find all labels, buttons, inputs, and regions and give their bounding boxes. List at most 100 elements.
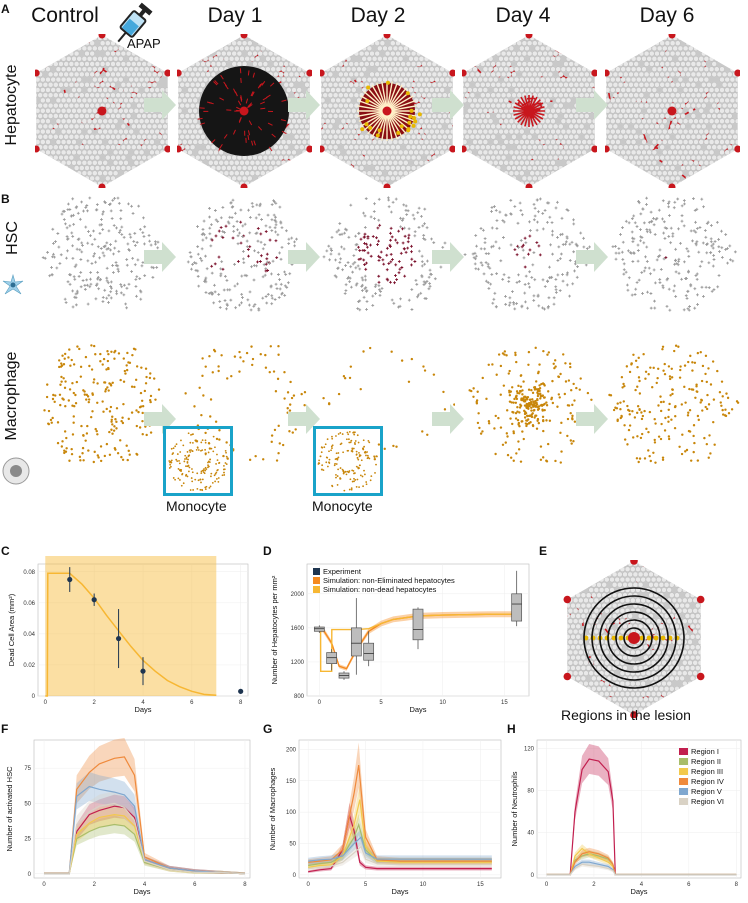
x-tick-label: 2 [92, 700, 96, 706]
transition-arrow [576, 90, 608, 120]
legend-swatch [679, 798, 688, 805]
y-tick-label: 800 [294, 694, 305, 700]
y-tick-label: 0 [32, 694, 36, 700]
portal-node [320, 145, 325, 153]
experiment-point [67, 576, 73, 583]
y-axis-label: Number of Neutrophils [510, 771, 519, 846]
x-tick-label: 8 [243, 882, 247, 888]
x-tick-label: 5 [364, 882, 368, 888]
region-line [546, 758, 737, 876]
y-tick-label: 1600 [291, 626, 305, 632]
region-ring [607, 611, 661, 665]
x-tick-label: 0 [307, 882, 311, 888]
panel-label-g: G [263, 722, 273, 736]
x-tick-label: 6 [687, 882, 691, 888]
transition-arrow [288, 242, 320, 272]
region-hexagon [563, 560, 705, 718]
region-band [44, 772, 245, 874]
hepatocyte-lobule-1 [177, 34, 312, 188]
monocyte-box-day1 [163, 426, 233, 496]
portal-node [449, 69, 455, 77]
y-tick-label: 0.06 [23, 601, 35, 607]
simulation-line [45, 572, 217, 697]
portal-node [734, 69, 740, 77]
x-tick-label: 5 [379, 700, 383, 706]
hsc-lobule-1 [186, 198, 306, 312]
region-ring [591, 595, 677, 681]
x-tick-label: 0 [318, 700, 322, 706]
monocyte-label-day2: Monocyte [312, 498, 373, 514]
legend-entry: Simulation: non-Eliminated hepatocytes [323, 576, 455, 585]
portal-node [164, 145, 170, 153]
portal-node [383, 183, 391, 188]
region-band [308, 840, 492, 871]
portal-node [383, 34, 391, 39]
box [412, 608, 424, 641]
portal-node [35, 145, 40, 153]
x-tick-label: 0 [42, 882, 46, 888]
monocyte-ring-day1 [168, 432, 229, 492]
transition-arrow [144, 242, 176, 272]
hepatocyte-lobule-0 [35, 34, 170, 188]
region-line [546, 863, 737, 876]
x-tick-label: 4 [143, 882, 147, 888]
experiment-point [91, 597, 97, 603]
column-header-day6: Day 6 [639, 4, 695, 27]
panel-label-h: H [507, 722, 516, 736]
macrophage-cell-icon [2, 457, 30, 485]
x-tick-label: 8 [239, 700, 243, 706]
x-axis-label: Days [630, 887, 647, 896]
y-tick-label: 120 [524, 746, 535, 752]
box [511, 593, 523, 622]
portal-node [525, 183, 533, 188]
y-tick-label: 40 [527, 831, 534, 837]
hsc-lobule-2 [322, 196, 451, 312]
y-tick-label: 80 [527, 789, 534, 795]
x-axis-label: Days [409, 705, 426, 714]
y-tick-label: 200 [286, 747, 297, 753]
column-header-day4: Day 4 [495, 4, 551, 27]
x-tick-label: 2 [93, 882, 97, 888]
hsc-lobule-0 [41, 196, 166, 310]
region-band [44, 815, 245, 874]
region-line [308, 845, 492, 870]
portal-node [696, 595, 705, 604]
chart-activated-hsc: 0 2 4 6 8 0 25 50 75 Days Number of activated HSC [5, 738, 251, 896]
x-tick-label: 15 [477, 882, 484, 888]
chart-hepatocytes-per-mm2: 0 5 10 15 800 1200 1600 2000 Days Number of Hepat… [270, 563, 530, 714]
hsc-lobule-3 [463, 197, 594, 311]
experiment-point [115, 635, 122, 642]
macrophage-lobule-2 [322, 346, 455, 461]
portal-node [320, 69, 325, 77]
x-tick-label: 4 [141, 700, 145, 706]
row-label-macrophage: Macrophage [3, 351, 20, 441]
y-tick-label: 0 [28, 872, 32, 878]
x-tick-label: 6 [193, 882, 197, 888]
apap-label: APAP [127, 36, 161, 51]
portal-node [630, 711, 638, 718]
y-tick-label: 0.02 [23, 663, 35, 669]
portal-node [668, 34, 676, 39]
region-ring [599, 603, 669, 673]
legend-swatch [313, 577, 320, 584]
panel-label-f: F [1, 722, 9, 736]
legend-entry: Region IV [691, 777, 724, 786]
region-ring [583, 587, 685, 689]
portal-node [306, 69, 312, 77]
portal-node [449, 145, 455, 153]
x-tick-label: 4 [640, 882, 644, 888]
monocyte-label-day1: Monocyte [166, 498, 227, 514]
y-tick-label: 100 [286, 810, 297, 816]
monocyte-ring-day2 [317, 430, 378, 492]
x-tick-label: 0 [44, 700, 48, 706]
region-band [546, 862, 737, 875]
portal-node [563, 672, 572, 681]
x-tick-label: 6 [190, 700, 194, 706]
x-axis-label: Days [133, 887, 150, 896]
macrophage-lobule-4 [608, 344, 740, 464]
portal-node [240, 183, 248, 188]
x-tick-label: 0 [545, 882, 549, 888]
panel-label-c: C [1, 544, 10, 558]
